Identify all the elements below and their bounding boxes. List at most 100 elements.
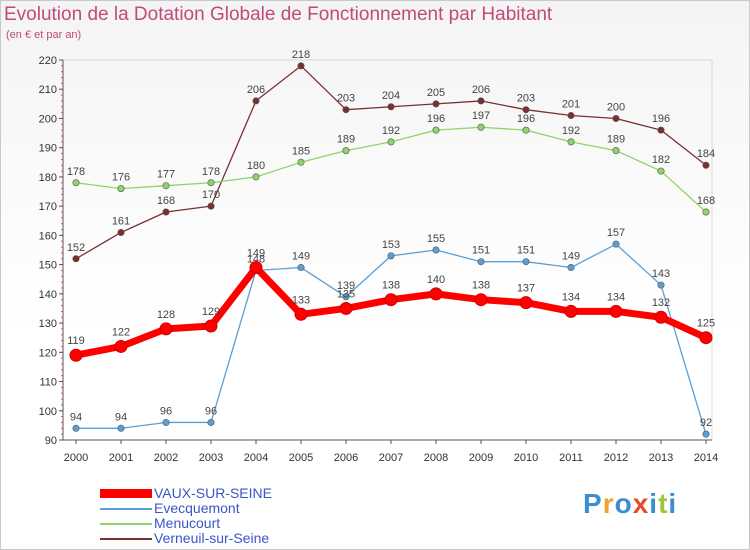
data-point: [657, 281, 665, 289]
data-label: 204: [382, 90, 400, 102]
data-point: [432, 100, 440, 108]
data-label: 119: [67, 335, 85, 347]
legend-label: Verneuil-sur-Seine: [154, 530, 270, 546]
data-point: [567, 264, 575, 272]
data-label: 155: [427, 233, 445, 245]
data-point: [72, 255, 80, 263]
data-point: [69, 348, 83, 362]
data-point: [609, 304, 623, 318]
data-point: [252, 97, 260, 105]
data-point: [387, 252, 395, 260]
data-point: [657, 167, 665, 175]
y-tick-label: 220: [39, 55, 57, 67]
x-tick-label: 2005: [289, 452, 313, 464]
y-tick-label: 160: [39, 230, 57, 242]
data-point: [294, 307, 308, 321]
data-point: [474, 293, 488, 307]
series-vaux-sur-seine: [69, 261, 713, 362]
legend-label: Evecquemont: [154, 500, 240, 516]
logo-letter: r: [602, 488, 615, 519]
chart-title: Evolution de la Dotation Globale de Fonc…: [4, 4, 553, 25]
logo-letter: i: [668, 488, 678, 519]
logo-letter: x: [632, 488, 650, 519]
data-label: 206: [247, 84, 265, 96]
data-label: 133: [292, 294, 310, 306]
y-tick-label: 210: [39, 84, 57, 96]
data-point: [117, 185, 125, 193]
data-point: [522, 258, 530, 266]
series-evecquemont: [72, 240, 710, 438]
data-point: [117, 424, 125, 432]
data-label: 206: [472, 84, 490, 96]
y-tick-label: 200: [39, 113, 57, 125]
data-point: [297, 158, 305, 166]
data-label: 196: [517, 113, 535, 125]
y-tick-label: 110: [39, 377, 57, 389]
data-label: 140: [427, 274, 445, 286]
data-point: [297, 62, 305, 70]
data-label: 138: [382, 280, 400, 292]
logo-letter: t: [658, 488, 669, 519]
y-tick-label: 100: [39, 406, 57, 418]
data-label: 203: [337, 93, 355, 105]
data-point: [204, 319, 218, 333]
data-label: 196: [652, 113, 670, 125]
data-label: 168: [157, 195, 175, 207]
data-label: 148: [247, 253, 265, 265]
data-label: 184: [697, 148, 715, 160]
data-point: [612, 240, 620, 248]
x-tick-label: 2011: [559, 452, 583, 464]
data-label: 96: [160, 405, 172, 417]
legend-swatch: [100, 522, 152, 525]
y-tick-label: 120: [39, 347, 57, 359]
data-point: [207, 418, 215, 426]
data-label: 135: [337, 288, 355, 300]
data-point: [252, 173, 260, 181]
proxiti-logo: Proxiti: [583, 488, 677, 520]
legend-item: VAUX-SUR-SEINE: [100, 486, 272, 501]
data-label: 134: [562, 291, 580, 303]
data-label: 94: [70, 411, 82, 423]
legend-label: VAUX-SUR-SEINE: [154, 485, 272, 501]
data-point: [339, 301, 353, 315]
data-point: [207, 179, 215, 187]
data-label: 200: [607, 101, 625, 113]
data-point: [342, 106, 350, 114]
data-point: [159, 322, 173, 336]
data-point: [702, 208, 710, 216]
x-tick-label: 2004: [244, 452, 268, 464]
x-tick-label: 2001: [109, 452, 133, 464]
x-tick-label: 2003: [199, 452, 223, 464]
data-point: [384, 293, 398, 307]
legend-item: Menucourt: [100, 516, 272, 531]
data-point: [162, 418, 170, 426]
data-point: [612, 147, 620, 155]
x-tick-label: 2008: [424, 452, 448, 464]
data-label: 218: [292, 49, 310, 61]
data-label: 151: [472, 245, 490, 257]
data-label: 125: [697, 318, 715, 330]
data-label: 157: [607, 227, 625, 239]
logo-letter: P: [583, 488, 603, 519]
series-layer: [69, 62, 713, 438]
data-point: [342, 147, 350, 155]
data-point: [432, 126, 440, 134]
data-point: [519, 296, 533, 310]
legend-swatch: [100, 489, 152, 498]
data-label: 92: [700, 417, 712, 429]
data-point: [387, 138, 395, 146]
data-point: [567, 112, 575, 120]
data-label: 192: [382, 125, 400, 137]
data-point: [522, 106, 530, 114]
data-label: 134: [607, 291, 625, 303]
data-point: [72, 424, 80, 432]
data-point: [297, 264, 305, 272]
x-tick-label: 2006: [334, 452, 358, 464]
data-point: [699, 331, 713, 345]
data-label: 201: [562, 99, 580, 111]
data-label: 153: [382, 239, 400, 251]
y-tick-label: 140: [39, 289, 57, 301]
data-point: [342, 293, 350, 301]
data-label: 122: [112, 326, 130, 338]
